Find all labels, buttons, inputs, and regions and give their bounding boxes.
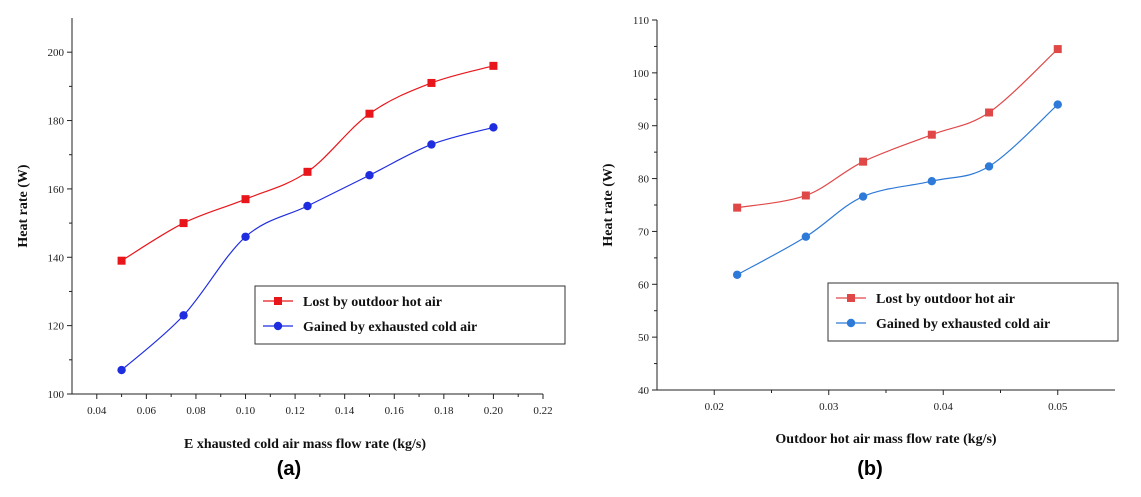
y-tick-label: 120: [48, 321, 65, 333]
legend-box: [827, 282, 1119, 342]
x-tick-label: 0.05: [1048, 401, 1068, 413]
data-point-square: [365, 109, 374, 118]
legend-marker: [846, 318, 856, 328]
x-tick-label: 0.10: [236, 405, 256, 417]
y-axis-label: Heat rate (W): [601, 163, 616, 247]
x-tick-label: 0.12: [285, 405, 304, 417]
x-tick-label: 0.20: [484, 405, 504, 417]
data-point-square: [985, 108, 994, 117]
legend-label: Gained by exhausted cold air: [876, 317, 1050, 332]
y-tick-label: 200: [48, 47, 65, 59]
legend-label: Lost by outdoor hot air: [876, 292, 1015, 307]
legend-label: Lost by outdoor hot air: [303, 295, 442, 310]
x-tick-label: 0.04: [87, 405, 107, 417]
data-point-circle: [1053, 100, 1062, 109]
data-point-circle: [732, 270, 742, 279]
x-tick-label: 0.14: [335, 405, 355, 417]
x-tick-label: 0.06: [137, 405, 157, 417]
data-point-circle: [241, 232, 250, 241]
data-point-square: [489, 61, 498, 70]
y-tick-label: 40: [638, 385, 650, 397]
y-tick-label: 50: [638, 332, 650, 344]
series-line-0: [121, 65, 494, 262]
y-tick-label: 110: [633, 15, 650, 27]
x-tick-label: 0.03: [819, 401, 839, 413]
data-point-square: [859, 157, 868, 166]
y-tick-label: 70: [638, 226, 650, 238]
data-point-circle: [858, 192, 868, 201]
data-point-square: [303, 167, 312, 176]
legend-marker: [273, 321, 283, 331]
panel-label: (a): [277, 458, 301, 480]
data-point-circle: [303, 201, 312, 211]
y-tick-label: 90: [638, 121, 650, 133]
data-point-circle: [179, 311, 188, 320]
data-point-circle: [984, 162, 994, 171]
legend-marker: [847, 294, 855, 302]
data-point-square: [179, 219, 188, 228]
series-line-1: [736, 104, 1059, 276]
legend-label: Gained by exhausted cold air: [303, 320, 477, 335]
y-tick-label: 100: [633, 68, 650, 80]
data-point-circle: [365, 171, 374, 180]
data-point-square: [241, 195, 250, 204]
y-tick-label: 100: [48, 389, 65, 401]
data-point-square: [427, 78, 436, 87]
y-tick-label: 180: [48, 116, 65, 128]
y-axis-label: Heat rate (W): [16, 164, 31, 248]
chart-a: 100 120 140 160 180 200 0.04 0.06 0.08 0.10 0.12 0.…: [16, 18, 566, 480]
series-line-0: [737, 48, 1059, 209]
data-point-circle: [489, 123, 498, 132]
panel-label: (b): [857, 458, 883, 480]
data-point-square: [801, 191, 810, 200]
data-point-square: [927, 130, 936, 139]
legend-marker: [274, 297, 282, 305]
data-point-circle: [117, 365, 126, 375]
x-tick-label: 0.02: [705, 401, 724, 413]
data-point-circle: [427, 140, 436, 149]
data-point-square: [117, 256, 126, 265]
x-axis-label: Outdoor hot air mass flow rate (kg/s): [775, 432, 996, 447]
legend: Lost by outdoor hot air Gained by exhaust…: [254, 285, 566, 345]
x-tick-label: 0.18: [434, 405, 454, 417]
y-tick-label: 140: [48, 252, 65, 264]
y-tick-label: 160: [48, 184, 65, 196]
data-point-circle: [801, 232, 811, 241]
data-point-square: [733, 203, 742, 212]
x-tick-label: 0.22: [533, 405, 552, 417]
data-point-square: [1053, 45, 1062, 54]
y-tick-label: 60: [638, 279, 650, 291]
x-tick-label: 0.16: [385, 405, 405, 417]
legend: Lost by outdoor hot air Gained by exhaust…: [827, 282, 1119, 342]
x-tick-label: 0.04: [934, 401, 954, 413]
data-point-circle: [927, 177, 936, 186]
x-axis-label: E xhausted cold air mass flow rate (kg/s…: [184, 437, 426, 452]
x-tick-label: 0.08: [186, 405, 206, 417]
legend-box: [254, 285, 566, 345]
y-tick-label: 80: [638, 174, 650, 186]
chart-b: 40 50 60 70 80 90 100 110 0.02 0.03 0.04 0.05 Heat r…: [601, 15, 1119, 480]
